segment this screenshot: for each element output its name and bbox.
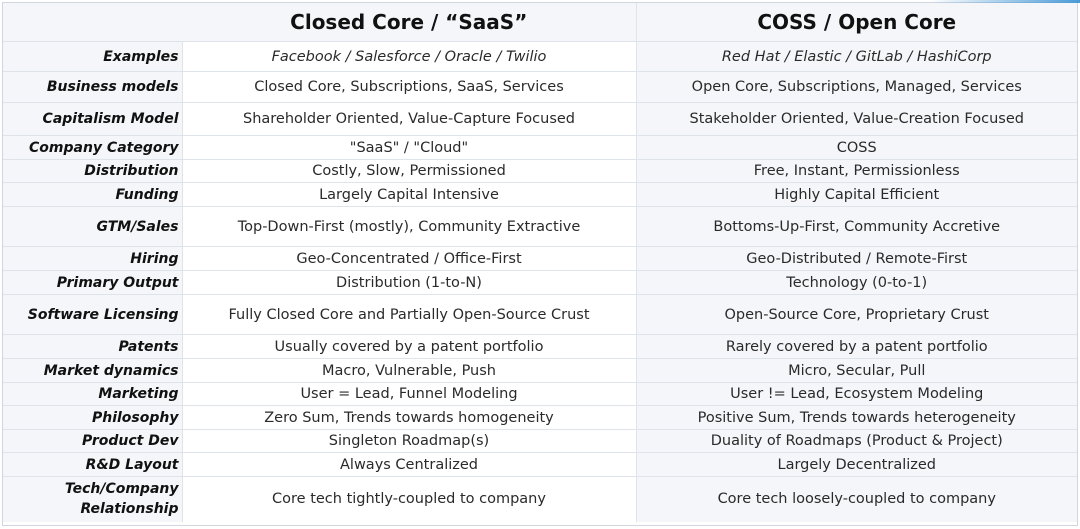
closed-core-value: Facebook / Salesforce / Oracle / Twilio bbox=[181, 41, 636, 72]
coss-value: Technology (0-to-1) bbox=[635, 270, 1077, 295]
coss-value: Highly Capital Efficient bbox=[635, 182, 1077, 207]
closed-core-value: Largely Capital Intensive bbox=[181, 182, 636, 207]
table-row: Capitalism Model Shareholder Oriented, V… bbox=[3, 102, 1077, 136]
row-label: Capitalism Model bbox=[3, 102, 182, 136]
closed-core-value: Geo-Concentrated / Office-First bbox=[181, 246, 636, 271]
comparison-table: Closed Core / “SaaS” COSS / Open Core Ex… bbox=[3, 3, 1077, 522]
coss-header: COSS / Open Core bbox=[635, 3, 1077, 42]
table-row: Primary Output Distribution (1-to-N) Tec… bbox=[3, 270, 1077, 295]
closed-core-value: Macro, Vulnerable, Push bbox=[181, 358, 636, 383]
table-row: Business models Closed Core, Subscriptio… bbox=[3, 71, 1077, 103]
coss-value: Duality of Roadmaps (Product & Project) bbox=[635, 429, 1077, 453]
table-row: R&D Layout Always Centralized Largely De… bbox=[3, 452, 1077, 477]
coss-value: Rarely covered by a patent portfolio bbox=[635, 334, 1077, 359]
table-row: Tech/Company Relationship Core tech tigh… bbox=[3, 476, 1077, 522]
header-row: Closed Core / “SaaS” COSS / Open Core bbox=[3, 3, 1077, 42]
row-label: Hiring bbox=[3, 246, 182, 271]
table-row: Market dynamics Macro, Vulnerable, Push … bbox=[3, 358, 1077, 383]
coss-value: Bottoms-Up-First, Community Accretive bbox=[635, 206, 1077, 247]
table-row: Philosophy Zero Sum, Trends towards homo… bbox=[3, 405, 1077, 430]
coss-value: Red Hat / Elastic / GitLab / HashiCorp bbox=[635, 41, 1077, 72]
row-label: R&D Layout bbox=[3, 452, 182, 477]
coss-value: Open Core, Subscriptions, Managed, Servi… bbox=[635, 71, 1077, 103]
row-label: Funding bbox=[3, 182, 182, 207]
table-row: Product Dev Singleton Roadmap(s) Duality… bbox=[3, 429, 1077, 453]
closed-core-value: Singleton Roadmap(s) bbox=[181, 429, 636, 453]
row-label: Distribution bbox=[3, 159, 182, 183]
row-label: GTM/Sales bbox=[3, 206, 182, 247]
coss-value: Geo-Distributed / Remote-First bbox=[635, 246, 1077, 271]
closed-core-value: Top-Down-First (mostly), Community Extra… bbox=[181, 206, 636, 247]
closed-core-value: Distribution (1-to-N) bbox=[181, 270, 636, 295]
closed-core-value: User = Lead, Funnel Modeling bbox=[181, 382, 636, 406]
row-label: Examples bbox=[3, 41, 182, 72]
row-label: Tech/Company Relationship bbox=[3, 476, 182, 522]
table-row: Examples Facebook / Salesforce / Oracle … bbox=[3, 41, 1077, 72]
coss-value: Micro, Secular, Pull bbox=[635, 358, 1077, 383]
table-row: Marketing User = Lead, Funnel Modeling U… bbox=[3, 382, 1077, 406]
closed-core-value: Costly, Slow, Permissioned bbox=[181, 159, 636, 183]
corner-cell bbox=[3, 3, 182, 42]
closed-core-value: Usually covered by a patent portfolio bbox=[181, 334, 636, 359]
coss-value: User != Lead, Ecosystem Modeling bbox=[635, 382, 1077, 406]
row-label: Company Category bbox=[3, 135, 182, 160]
coss-value: Stakeholder Oriented, Value-Creation Foc… bbox=[635, 102, 1077, 136]
row-label: Patents bbox=[3, 334, 182, 359]
closed-core-value: Closed Core, Subscriptions, SaaS, Servic… bbox=[181, 71, 636, 103]
row-label: Product Dev bbox=[3, 429, 182, 453]
closed-core-value: Always Centralized bbox=[181, 452, 636, 477]
row-label: Business models bbox=[3, 71, 182, 103]
coss-value: Free, Instant, Permissionless bbox=[635, 159, 1077, 183]
closed-core-header: Closed Core / “SaaS” bbox=[182, 3, 636, 42]
closed-core-value: Fully Closed Core and Partially Open-Sou… bbox=[181, 294, 636, 335]
table-row: Patents Usually covered by a patent port… bbox=[3, 334, 1077, 359]
row-label: Market dynamics bbox=[3, 358, 182, 383]
coss-value: Core tech loosely-coupled to company bbox=[635, 476, 1077, 522]
coss-value: Open-Source Core, Proprietary Crust bbox=[635, 294, 1077, 335]
table-row: Funding Largely Capital Intensive Highly… bbox=[3, 182, 1077, 207]
closed-core-value: Core tech tightly-coupled to company bbox=[181, 476, 636, 522]
coss-value: Positive Sum, Trends towards heterogenei… bbox=[635, 405, 1077, 430]
table-row: Distribution Costly, Slow, Permissioned … bbox=[3, 159, 1077, 183]
accent-line bbox=[930, 0, 1080, 3]
row-label: Primary Output bbox=[3, 270, 182, 295]
table-row: GTM/Sales Top-Down-First (mostly), Commu… bbox=[3, 206, 1077, 247]
row-label: Marketing bbox=[3, 382, 182, 406]
table-row: Company Category "SaaS" / "Cloud" COSS bbox=[3, 135, 1077, 160]
closed-core-value: Shareholder Oriented, Value-Capture Focu… bbox=[181, 102, 636, 136]
closed-core-value: "SaaS" / "Cloud" bbox=[181, 135, 636, 160]
closed-core-value: Zero Sum, Trends towards homogeneity bbox=[181, 405, 636, 430]
table-row: Software Licensing Fully Closed Core and… bbox=[3, 294, 1077, 335]
coss-value: Largely Decentralized bbox=[635, 452, 1077, 477]
row-label: Philosophy bbox=[3, 405, 182, 430]
row-label: Software Licensing bbox=[3, 294, 182, 335]
table-row: Hiring Geo-Concentrated / Office-First G… bbox=[3, 246, 1077, 271]
coss-value: COSS bbox=[635, 135, 1077, 160]
